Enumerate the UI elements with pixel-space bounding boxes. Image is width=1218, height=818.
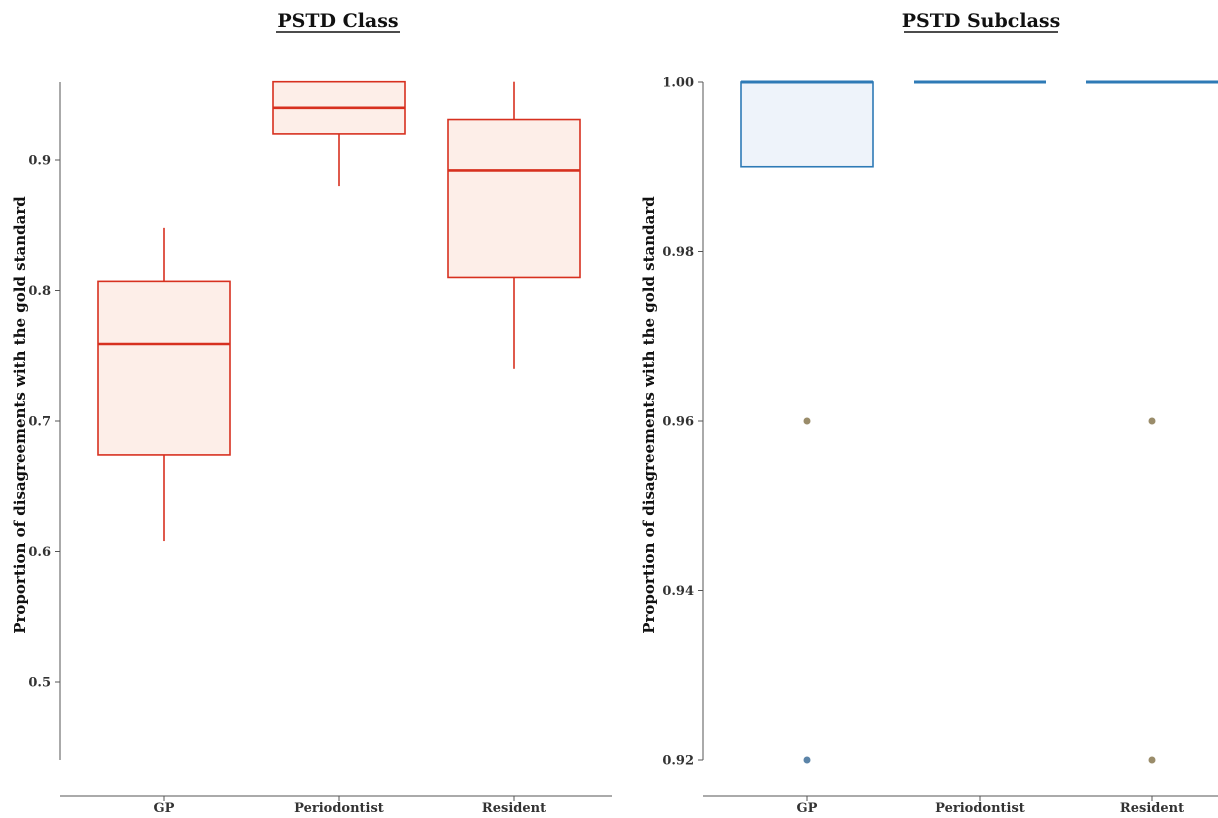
y-tick-label: 0.8	[28, 284, 51, 299]
y-tick-label: 0.6	[28, 545, 51, 560]
box-resident	[447, 81, 581, 369]
x-tick-label: Resident	[1120, 801, 1184, 816]
box-resident	[1086, 80, 1218, 764]
x-tick-label: Periodontist	[294, 801, 384, 816]
x-tick-label: GP	[797, 801, 818, 816]
box-iqr	[740, 81, 874, 168]
y-axis-label-class: Proportion of disagreements with the gol…	[11, 196, 29, 634]
box-periodontist	[272, 80, 406, 187]
chart-title-subclass: PSTD Subclass	[902, 10, 1061, 32]
x-tick-label: Periodontist	[935, 801, 1025, 816]
chart-title-class: PSTD Class	[277, 10, 398, 32]
outlier-point	[803, 417, 811, 425]
y-tick-label: 0.5	[28, 676, 51, 691]
panel-pstd-class: PSTD Class Proportion of disagreements w…	[11, 10, 612, 816]
y-tick-label: 1.00	[662, 76, 694, 91]
y-axis-label-subclass: Proportion of disagreements with the gol…	[640, 196, 658, 634]
x-tick-label: Resident	[482, 801, 546, 816]
panel-pstd-subclass: PSTD Subclass Proportion of disagreement…	[640, 10, 1218, 816]
outlier-point	[1148, 417, 1156, 425]
y-tick-label: 0.98	[662, 245, 694, 260]
outlier-point	[1148, 756, 1156, 764]
box-iqr	[97, 280, 231, 456]
box-gp	[740, 80, 874, 764]
y-tick-label: 0.9	[28, 154, 51, 169]
box-gp	[97, 227, 231, 542]
y-tick-label: 0.94	[662, 584, 694, 599]
y-tick-label: 0.7	[28, 415, 51, 430]
y-tick-label: 0.96	[662, 415, 694, 430]
box-iqr	[447, 118, 581, 279]
outlier-point	[803, 756, 811, 764]
x-tick-label: GP	[154, 801, 175, 816]
y-tick-label: 0.92	[662, 754, 694, 769]
